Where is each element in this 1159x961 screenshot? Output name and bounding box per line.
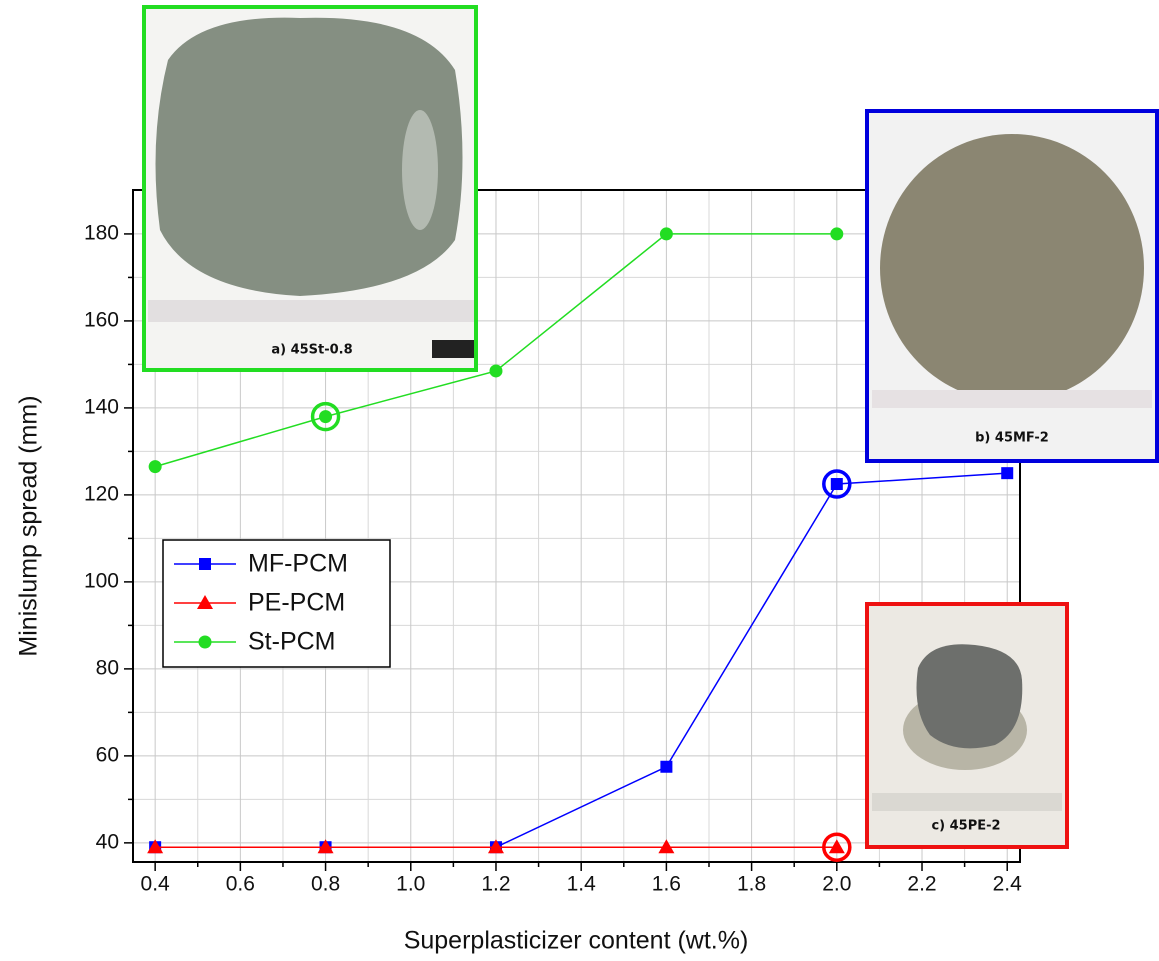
x-tick-label: 2.0 [822, 873, 851, 896]
x-tick-label: 1.6 [652, 873, 681, 896]
chart: 0.4 0.6 0.8 1.0 1.2 1.4 1.6 1.8 2.0 2.2 2.4 40 60 80 1… [0, 0, 1159, 961]
marker [1001, 467, 1013, 479]
y-tick-label: 160 [84, 308, 119, 331]
x-tick-label: 1.4 [567, 873, 597, 896]
inset-caption: b) 45MF-2 [975, 431, 1049, 446]
marker [831, 478, 843, 490]
inset-b: b) 45MF-2 [867, 111, 1157, 461]
y-tick-label: 60 [96, 743, 119, 766]
x-tick-label: 1.8 [737, 873, 766, 896]
marker [199, 558, 211, 570]
marker [319, 410, 332, 423]
photo-ruler [872, 390, 1152, 408]
y-axis-label: Minislump spread (mm) [15, 395, 43, 656]
inset-caption: a) 45St-0.8 [271, 343, 352, 358]
photo-spread [880, 134, 1144, 402]
x-tick-label: 1.2 [481, 873, 510, 896]
marker [489, 364, 502, 377]
x-tick-label: 1.0 [396, 873, 425, 896]
x-axis-label: Superplasticizer content (wt.%) [404, 927, 749, 955]
inset-a: a) 45St-0.8 [144, 7, 476, 370]
marker [199, 636, 212, 649]
legend-label: MF-PCM [248, 550, 348, 578]
x-tick-label: 2.4 [993, 873, 1023, 896]
y-tick-label: 100 [84, 569, 119, 592]
x-tick-label: 0.6 [226, 873, 255, 896]
y-tick-label: 120 [84, 482, 119, 505]
x-tick-label: 0.8 [311, 873, 340, 896]
legend-label: PE-PCM [248, 589, 345, 617]
marker [830, 227, 843, 240]
photo-lump [917, 644, 1023, 748]
y-tick-label: 140 [84, 395, 119, 418]
marker [149, 460, 162, 473]
photo-reflection [402, 110, 438, 230]
photo-label [432, 340, 474, 358]
photo-ruler [872, 793, 1062, 811]
marker [660, 761, 672, 773]
legend: MF-PCM PE-PCM St-PCM [163, 540, 390, 667]
x-tick-label: 0.4 [141, 873, 171, 896]
x-tick-label: 2.2 [907, 873, 936, 896]
y-tick-label: 80 [96, 656, 119, 679]
inset-c: c) 45PE-2 [867, 604, 1067, 847]
inset-caption: c) 45PE-2 [931, 819, 1000, 834]
y-tick-label: 40 [96, 830, 119, 853]
photo-ruler [148, 300, 474, 322]
marker [660, 227, 673, 240]
legend-label: St-PCM [248, 628, 336, 656]
y-tick-label: 180 [84, 221, 119, 244]
